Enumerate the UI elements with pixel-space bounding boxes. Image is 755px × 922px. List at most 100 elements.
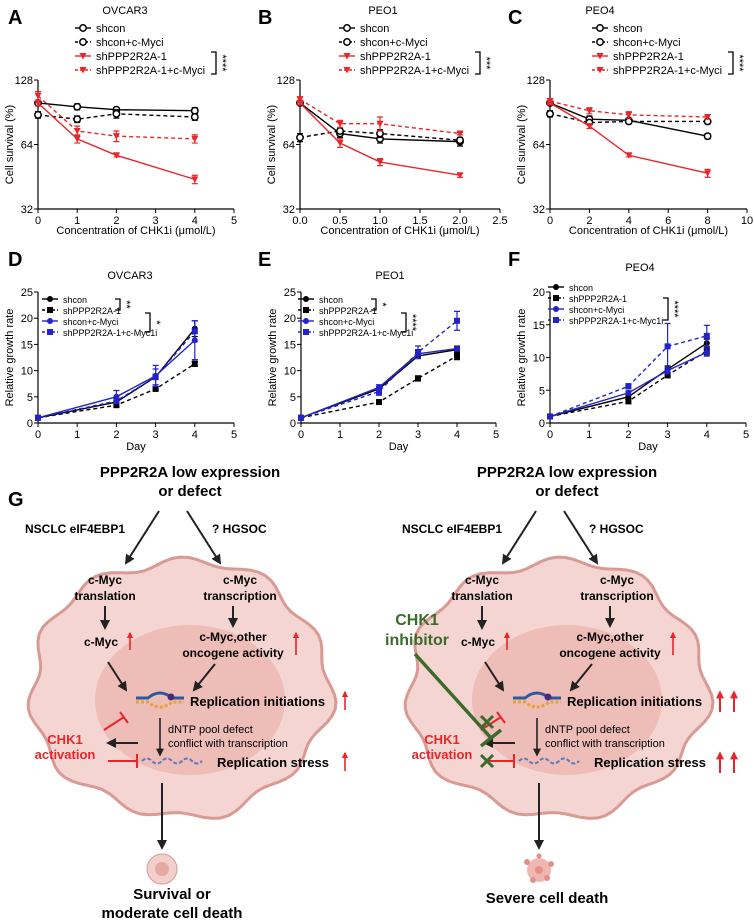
arrow <box>501 510 537 565</box>
branch-hgsoc: ? HGSOC <box>212 522 267 536</box>
legend-entry: shcon+c-Myci <box>75 37 164 49</box>
significance-stars: * <box>150 320 162 325</box>
x-tick-label: 0 <box>298 429 304 441</box>
data-point <box>456 130 464 138</box>
data-point <box>553 306 559 312</box>
data-point <box>190 113 199 121</box>
nucleus-illustration <box>472 625 662 775</box>
data-point <box>454 345 460 352</box>
series-line <box>37 95 195 140</box>
outcome-label: Severe cell death <box>486 890 609 907</box>
legend-label: shPPP2R2A-1 <box>63 306 121 316</box>
chart-panel-e: E PEO1 0 5 10 15 20 25 0 1 2 3 4 5 Day Relative growth … <box>258 249 499 453</box>
data-point <box>596 24 604 32</box>
data-point <box>303 296 309 302</box>
legend-entry: shPPP2R2A-1+c-Myc1i <box>298 328 413 338</box>
significance-stars: ** <box>120 300 132 309</box>
data-point <box>191 135 199 143</box>
data-point <box>585 107 593 115</box>
chk1-activation-label: CHK1 <box>47 732 82 747</box>
data-point <box>454 352 460 359</box>
significance-stars: **** <box>733 54 745 72</box>
significance-bracket <box>663 297 669 321</box>
label: conflict with transcription <box>168 738 288 750</box>
series-line <box>549 342 708 418</box>
panel-letter: D <box>8 249 22 271</box>
arrow <box>186 510 222 565</box>
data-point <box>343 67 351 74</box>
panel-letter: F <box>508 249 520 271</box>
y-tick-label: 10 <box>21 366 33 378</box>
y-tick-label: 0 <box>290 418 296 430</box>
data-point <box>625 398 632 405</box>
legend-entry: shPPP2R2A-1+c-Myc1i <box>548 316 663 326</box>
x-axis-label: Concentration of CHK1i (μmol/L) <box>56 225 215 237</box>
label: c-Myc <box>84 635 118 649</box>
series-line <box>37 102 195 112</box>
label: Replication stress <box>217 755 329 770</box>
data-point <box>343 53 351 60</box>
x-tick-label: 2.0 <box>452 215 467 227</box>
legend-entry: shcon <box>339 23 389 35</box>
legend-entry: shPPP2R2A-1+c-Myc1i <box>42 328 157 338</box>
series-line <box>37 113 195 120</box>
series-line <box>549 102 708 174</box>
series-shcon <box>547 338 710 420</box>
data-point <box>79 67 87 74</box>
data-point <box>191 176 199 183</box>
data-point <box>303 329 309 335</box>
x-tick-label: 0 <box>547 215 553 227</box>
chart-title: OVCAR3 <box>102 5 147 17</box>
legend-label: shcon <box>63 295 87 305</box>
x-tick-label: 2 <box>586 215 592 227</box>
label: c-Myc <box>465 573 499 587</box>
series-line <box>37 328 196 419</box>
data-point <box>47 329 53 335</box>
data-point <box>73 135 81 143</box>
data-point <box>35 414 41 421</box>
branch-nsclc: NSCLC eIF4EBP1 <box>25 522 125 536</box>
data-point <box>298 414 304 421</box>
significance-bracket <box>211 51 217 75</box>
data-point <box>303 318 309 324</box>
y-tick-label: 15 <box>284 339 296 351</box>
arrow <box>124 510 160 565</box>
series-line <box>299 98 461 135</box>
data-point <box>553 284 559 290</box>
chart-title: PEO4 <box>625 262 654 274</box>
legend-entry: shcon <box>592 23 642 35</box>
x-tick-label: 6 <box>665 215 671 227</box>
series-shPPP2R2A-1 <box>34 99 199 185</box>
significance-stars: * <box>376 302 388 307</box>
legend-entry: shPPP2R2A-1 <box>298 306 377 316</box>
data-point <box>703 132 712 141</box>
series-shPPP2R2A-1+c-Myc1i <box>298 310 460 421</box>
x-tick-label: 3 <box>153 215 159 227</box>
data-point <box>703 332 710 339</box>
data-point <box>73 102 82 111</box>
chart-panel-b: B PEO1 32 64 128 0.0 0.5 1.0 1.5 2.0 2.5 Concentrat… <box>258 5 508 237</box>
series-shcon+c-Myci <box>34 109 199 124</box>
x-tick-label: 4 <box>454 429 460 441</box>
series-line <box>37 102 196 181</box>
label: c-Myc <box>223 573 257 587</box>
legend-entry: shcon+c-Myci <box>548 305 624 315</box>
x-tick-label: 3 <box>665 429 671 441</box>
diagram-g: G PPP2R2A low expression or defect NSCLC… <box>8 464 738 922</box>
data-point <box>191 360 198 367</box>
significance-bracket <box>115 298 121 311</box>
series-line <box>299 102 461 143</box>
legend-label: shcon <box>96 23 125 35</box>
data-point <box>546 109 554 118</box>
series-line <box>549 102 708 137</box>
data-point <box>112 109 121 118</box>
label: c-Myc <box>88 573 122 587</box>
data-point <box>303 307 309 313</box>
legend-label: shcon+c-Myci <box>63 317 118 327</box>
legend-label: shcon <box>613 23 642 35</box>
arrow <box>192 663 216 692</box>
series-line <box>549 351 708 418</box>
inhibition-icon <box>108 754 138 768</box>
y-tick-label: 64 <box>283 140 295 152</box>
